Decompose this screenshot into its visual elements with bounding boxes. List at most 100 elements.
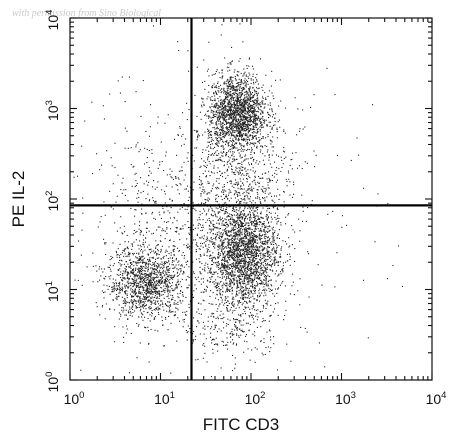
data-point (199, 248, 201, 250)
data-point (169, 275, 171, 277)
data-point (248, 65, 250, 67)
data-point (218, 109, 220, 111)
data-point (136, 295, 138, 297)
data-point (269, 125, 271, 127)
data-point (166, 305, 168, 307)
data-point (213, 281, 215, 283)
data-point (117, 269, 119, 271)
data-point (242, 249, 244, 251)
data-point (135, 282, 137, 284)
data-point (231, 254, 233, 256)
data-point (231, 289, 233, 291)
data-point (267, 228, 269, 230)
data-point (212, 292, 214, 294)
data-point (228, 188, 230, 190)
data-point (118, 285, 120, 287)
data-point (281, 268, 283, 270)
data-point (233, 248, 235, 250)
data-point (233, 140, 235, 142)
data-point (224, 130, 226, 132)
data-point (210, 229, 212, 231)
data-point (199, 254, 201, 256)
data-point (144, 284, 146, 286)
data-point (245, 253, 247, 255)
data-point (133, 279, 135, 281)
data-point (222, 251, 224, 253)
data-point (138, 290, 140, 292)
data-point (245, 237, 247, 239)
data-point (276, 246, 278, 248)
data-point (150, 248, 152, 250)
data-point (259, 238, 261, 240)
data-point (247, 136, 249, 138)
data-point (243, 225, 245, 227)
data-point (274, 249, 276, 251)
data-point (225, 127, 227, 129)
data-point (204, 270, 206, 272)
data-point (236, 220, 238, 222)
data-point (144, 249, 146, 251)
data-point (154, 318, 156, 320)
data-point (167, 329, 169, 331)
data-point (231, 223, 233, 225)
data-point (238, 262, 240, 264)
data-point (261, 124, 263, 126)
data-point (142, 288, 144, 290)
data-point (118, 304, 120, 306)
data-point (133, 300, 135, 302)
data-point (222, 232, 224, 234)
data-point (221, 243, 223, 245)
data-point (258, 254, 260, 256)
data-point (166, 270, 168, 272)
data-point (247, 109, 249, 111)
data-point (235, 124, 237, 126)
data-point (211, 264, 213, 266)
data-point (223, 282, 225, 284)
data-point (235, 231, 237, 233)
data-point (247, 257, 249, 259)
data-point (180, 270, 182, 272)
data-point (169, 305, 171, 307)
data-point (147, 264, 149, 266)
data-point (261, 310, 263, 312)
data-point (247, 252, 249, 254)
data-point (265, 271, 267, 273)
data-point (242, 92, 244, 94)
data-point (235, 247, 237, 249)
data-point (158, 264, 160, 266)
data-point (259, 246, 261, 248)
data-point (242, 313, 244, 315)
data-point (212, 140, 214, 142)
data-point (96, 306, 98, 308)
data-point (153, 297, 155, 299)
data-point (260, 265, 262, 267)
data-point (138, 268, 140, 270)
data-point (173, 248, 175, 250)
data-point (251, 104, 253, 106)
data-point (227, 246, 229, 248)
data-point (208, 110, 210, 112)
data-point (238, 275, 240, 277)
data-point (150, 278, 152, 280)
data-point (255, 207, 257, 209)
data-point (154, 285, 156, 287)
data-point (218, 117, 220, 119)
data-point (171, 282, 173, 284)
data-point (152, 288, 154, 290)
data-point (106, 285, 108, 287)
data-point (247, 253, 249, 255)
data-point (238, 230, 240, 232)
data-point (239, 125, 241, 127)
data-point (147, 292, 149, 294)
data-point (221, 259, 223, 261)
data-point (235, 99, 237, 101)
data-point (281, 282, 283, 284)
data-point (252, 125, 254, 127)
data-point (249, 121, 251, 123)
data-point (147, 300, 149, 302)
data-point (269, 242, 271, 244)
data-point (140, 305, 142, 307)
data-point (135, 275, 137, 277)
data-point (256, 102, 258, 104)
data-point (192, 261, 194, 263)
